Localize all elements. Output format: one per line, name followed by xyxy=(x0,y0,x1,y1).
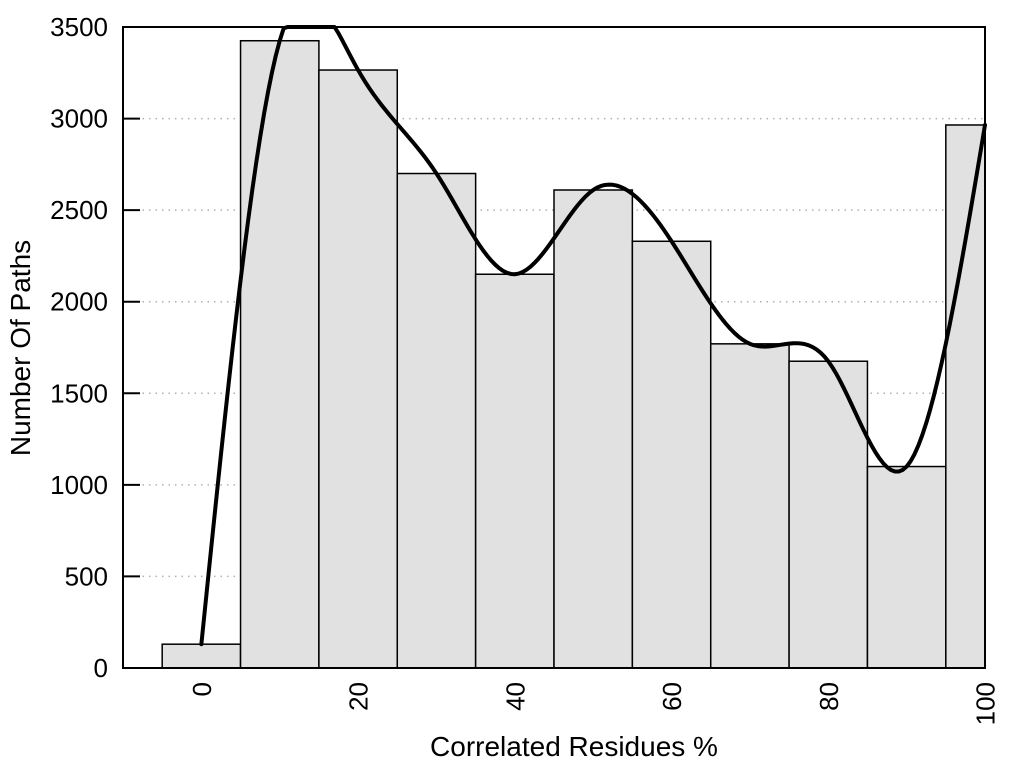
plot-frame xyxy=(122,26,986,669)
histogram-bar-0 xyxy=(161,643,242,669)
histogram-bar-60 xyxy=(631,240,712,669)
histogram-bar-100 xyxy=(945,124,986,669)
histogram-bar-40 xyxy=(474,273,555,669)
x-tick-label-20: 20 xyxy=(344,682,374,711)
x-tick-label-100: 100 xyxy=(971,682,1001,725)
histogram-bar-70 xyxy=(709,343,790,669)
x-tick-label-80: 80 xyxy=(814,682,844,711)
histogram-bar-10 xyxy=(239,39,320,669)
histogram-bar-90 xyxy=(866,465,947,669)
y-tick-label-2000: 2000 xyxy=(50,287,108,317)
x-axis-label: Correlated Residues % xyxy=(430,731,718,762)
y-tick-label-3000: 3000 xyxy=(50,104,108,134)
histogram-bar-50 xyxy=(553,189,634,669)
y-tick-label-0: 0 xyxy=(94,653,108,683)
y-tick-labels-group: 0 500 1000 1500 2000 2500 3000 3500 xyxy=(50,12,108,683)
y-tick-label-1500: 1500 xyxy=(50,378,108,408)
x-tick-label-0: 0 xyxy=(187,682,217,696)
histogram-bar-80 xyxy=(788,360,869,669)
y-tick-label-1000: 1000 xyxy=(50,470,108,500)
y-axis-ticks-group xyxy=(123,26,140,669)
histogram-bar-30 xyxy=(396,172,477,669)
histogram-bars-group xyxy=(161,39,986,669)
x-tick-labels-group: 0 20 40 60 80 100 xyxy=(187,682,1001,725)
y-tick-label-2500: 2500 xyxy=(50,195,108,225)
x-tick-label-40: 40 xyxy=(500,682,530,711)
x-tick-label-60: 60 xyxy=(657,682,687,711)
histogram-bar-20 xyxy=(318,69,399,669)
y-axis-label: Number Of Paths xyxy=(5,240,36,456)
y-tick-label-3500: 3500 xyxy=(50,12,108,42)
y-tick-label-500: 500 xyxy=(65,561,108,591)
